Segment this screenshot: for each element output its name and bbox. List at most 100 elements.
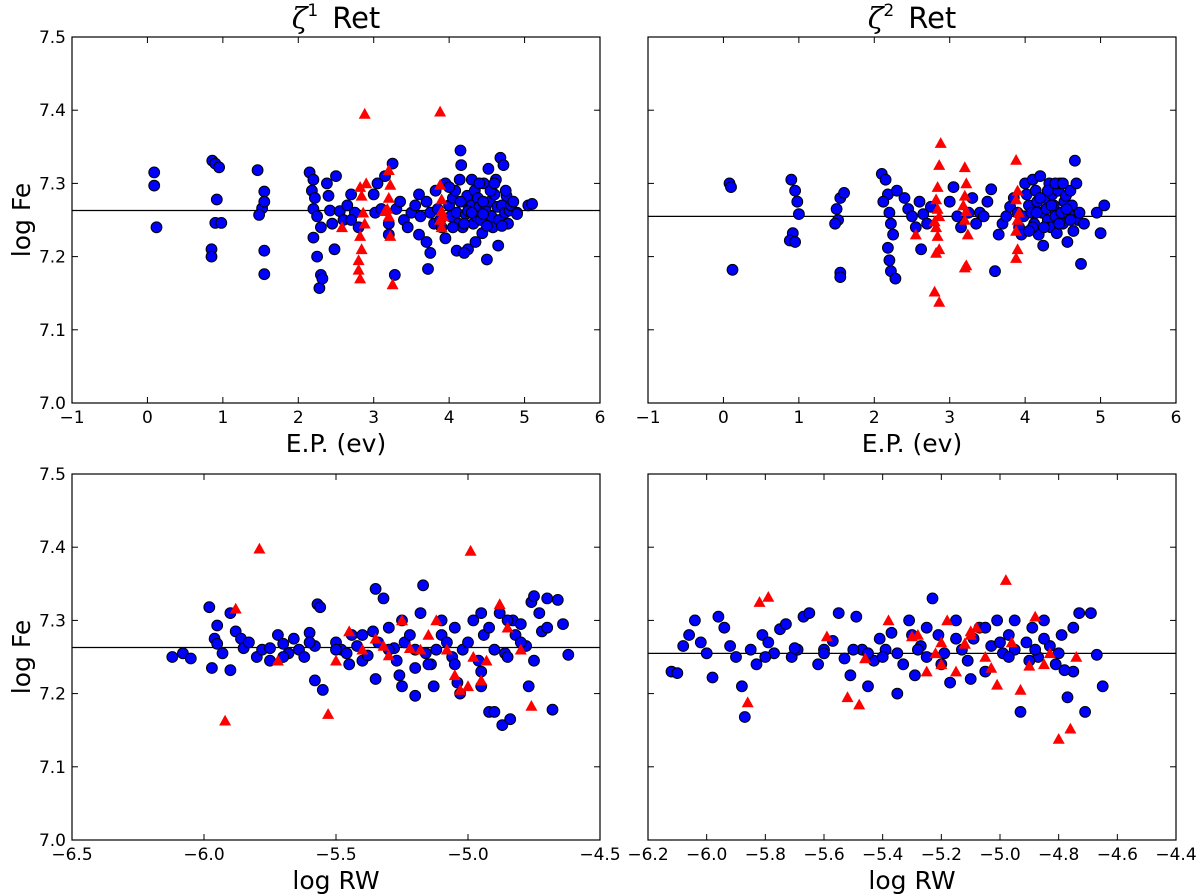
data-point-triangle <box>961 228 974 240</box>
x-tick-label: 1 <box>217 408 228 428</box>
x-tick-label: 4 <box>444 408 455 428</box>
data-point <box>369 673 382 685</box>
data-point-triangle <box>377 640 390 651</box>
data-point-triangle <box>360 177 373 189</box>
data-point-triangle <box>841 691 854 703</box>
data-point-triangle <box>1023 659 1036 671</box>
data-point <box>272 629 284 641</box>
data-point <box>788 642 801 655</box>
data-point <box>497 159 510 172</box>
data-point-triangle <box>525 700 538 711</box>
data-point <box>401 221 414 234</box>
data-point <box>551 594 564 606</box>
x-tick-label: 6 <box>1171 408 1182 428</box>
y-tick-label: 7.3 <box>39 174 66 194</box>
data-point <box>780 618 792 630</box>
data-point <box>885 217 897 230</box>
data-point-triangle <box>1011 214 1024 225</box>
data-point <box>1045 199 1058 212</box>
data-point-triangle <box>354 272 367 284</box>
data-point-triangle <box>941 614 954 626</box>
data-point-triangle <box>440 643 453 655</box>
data-point-triangle <box>434 178 447 190</box>
series-circle <box>148 144 538 295</box>
data-point <box>507 195 520 208</box>
x-tick-label: 1 <box>793 408 804 428</box>
y-tick-label: 7.4 <box>39 538 66 558</box>
data-point <box>803 607 816 619</box>
x-tick-label: −4.4 <box>1155 845 1196 865</box>
x-tick-label: 3 <box>944 408 955 428</box>
data-point <box>724 640 736 652</box>
data-point <box>258 195 271 208</box>
data-point <box>496 220 508 232</box>
data-point <box>413 188 425 201</box>
data-point <box>330 643 342 656</box>
data-point <box>700 647 713 660</box>
data-point <box>750 658 763 671</box>
data-point <box>873 632 886 645</box>
data-point <box>877 195 890 208</box>
data-point <box>1090 206 1103 219</box>
x-tick-label: −6.2 <box>627 845 668 865</box>
data-point-triangle <box>928 285 941 297</box>
data-point-triangle <box>435 221 448 233</box>
x-tick-label: 5 <box>519 408 530 428</box>
data-point-triangle <box>1005 636 1018 648</box>
x-tick-label: −5.2 <box>921 845 962 865</box>
data-point <box>443 181 456 194</box>
data-point <box>213 161 226 174</box>
title-superscript: 2 <box>883 1 894 21</box>
data-point <box>343 658 356 671</box>
data-point <box>1058 664 1071 677</box>
x-tick-label: 2 <box>293 408 304 428</box>
data-point <box>499 184 512 197</box>
data-point-triangle <box>1010 252 1023 263</box>
data-point-triangle <box>462 680 474 692</box>
data-point <box>458 247 471 259</box>
x-tick-label: 6 <box>595 408 606 428</box>
data-point <box>467 614 480 627</box>
y-tick-label: 7.4 <box>39 101 66 121</box>
data-point-triangle <box>859 652 872 664</box>
x-tick-label: −5.5 <box>315 845 356 865</box>
data-point <box>994 636 1006 649</box>
data-point <box>492 239 505 252</box>
data-point <box>947 181 960 194</box>
data-point-triangle <box>403 642 416 653</box>
data-point <box>311 250 324 263</box>
data-point <box>258 244 271 257</box>
data-point <box>148 166 161 179</box>
data-point <box>832 607 845 619</box>
data-point-triangle <box>475 674 488 686</box>
data-point <box>985 183 998 196</box>
x-axis-label: log RW <box>868 866 955 894</box>
data-point-triangle <box>929 647 942 659</box>
data-point <box>1096 680 1109 693</box>
data-point-triangle <box>753 596 766 607</box>
data-point <box>898 192 911 204</box>
data-point-triangle <box>356 643 369 655</box>
data-point <box>1034 170 1047 183</box>
data-point <box>326 217 339 230</box>
data-point <box>671 667 684 679</box>
data-point-triangle <box>920 665 933 677</box>
data-point-triangle <box>514 643 527 655</box>
data-point-triangle <box>964 625 977 637</box>
data-point <box>812 658 824 671</box>
data-point <box>394 195 407 208</box>
x-tick-label: −6.5 <box>51 845 92 865</box>
x-tick-label: 4 <box>1020 408 1031 428</box>
data-point-triangle <box>935 658 948 670</box>
data-point <box>694 636 707 649</box>
data-point <box>430 643 443 656</box>
x-tick-label: −4.8 <box>1038 845 1079 865</box>
data-point-triangle <box>501 621 514 633</box>
data-point <box>422 263 434 275</box>
title-symbol: ζ <box>292 1 310 35</box>
data-point-triangle <box>1043 647 1056 659</box>
data-point <box>906 210 918 223</box>
data-point <box>1038 632 1050 645</box>
data-point <box>514 618 527 630</box>
data-point <box>818 647 830 660</box>
